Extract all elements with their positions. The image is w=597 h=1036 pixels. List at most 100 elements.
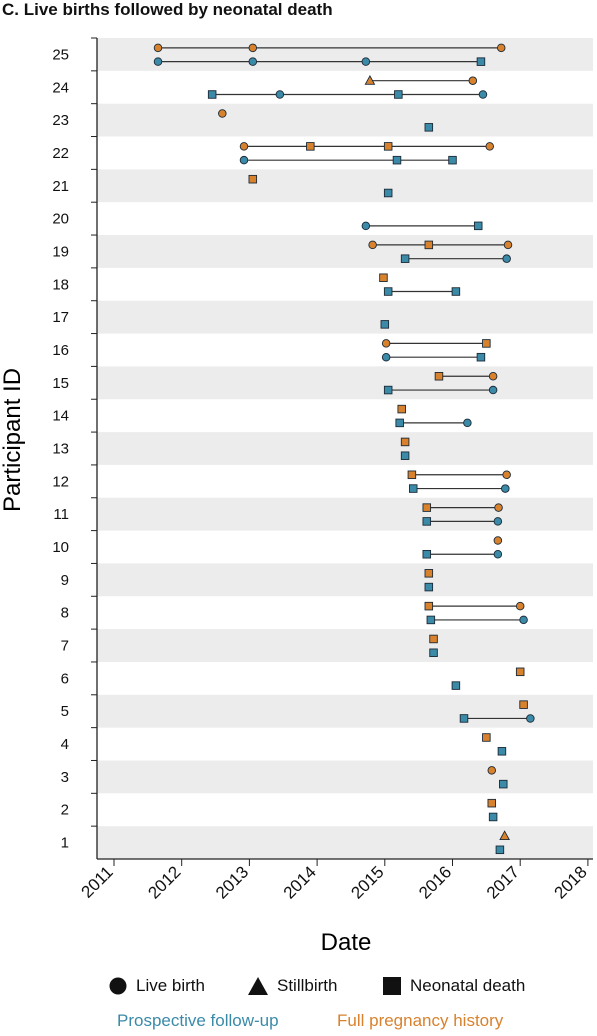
row-band bbox=[97, 826, 593, 859]
x-tick-label: 2018 bbox=[551, 862, 591, 902]
y-tick-label: 13 bbox=[52, 441, 69, 458]
live-birth-point bbox=[239, 155, 249, 165]
y-tick-label: 19 bbox=[52, 243, 69, 260]
live-birth-point bbox=[381, 352, 391, 362]
neonatal-death-point bbox=[519, 700, 528, 709]
neonatal-death-point bbox=[488, 812, 498, 822]
live-birth-point bbox=[487, 766, 497, 775]
x-tick-label: 2013 bbox=[212, 862, 252, 902]
neonatal-death-point bbox=[434, 372, 444, 381]
y-tick-label: 16 bbox=[52, 342, 69, 359]
legend-outcomes: Live birth Stillbirth Neonatal death bbox=[0, 976, 597, 1002]
neonatal-death-point bbox=[497, 747, 507, 756]
stillbirth-point bbox=[499, 830, 510, 841]
y-tick-label: 4 bbox=[61, 736, 69, 753]
y-axis-title: Participant ID bbox=[0, 368, 26, 512]
y-tick-label: 9 bbox=[61, 572, 69, 589]
live-birth-point bbox=[493, 549, 503, 559]
neonatal-death-point bbox=[306, 142, 315, 151]
live-birth-point bbox=[463, 418, 472, 428]
row-band bbox=[97, 366, 593, 400]
neonatal-death-point bbox=[424, 123, 434, 132]
row-band bbox=[97, 103, 593, 137]
live-birth-point bbox=[485, 142, 494, 151]
neonatal-death-point bbox=[383, 188, 393, 198]
live-birth-point bbox=[519, 615, 528, 625]
live-birth-point bbox=[361, 57, 371, 66]
y-tick-label: 17 bbox=[52, 309, 69, 326]
neonatal-death-point bbox=[383, 287, 393, 296]
row-band bbox=[97, 432, 593, 465]
neonatal-death-point bbox=[422, 503, 432, 512]
legend-neonatal-death: Neonatal death bbox=[382, 976, 525, 996]
connector-lines bbox=[158, 47, 531, 720]
y-tick-label: 7 bbox=[61, 638, 69, 655]
row-band bbox=[97, 629, 593, 662]
row-band bbox=[97, 497, 593, 531]
live-birth-point bbox=[248, 43, 258, 53]
live-birth-point bbox=[494, 503, 503, 512]
neonatal-death-point bbox=[482, 733, 491, 742]
y-tick-label: 5 bbox=[61, 703, 69, 720]
neonatal-death-point bbox=[407, 470, 417, 480]
neonatal-death-point bbox=[429, 648, 438, 658]
y-tick-label: 15 bbox=[52, 375, 69, 392]
neonatal-death-point bbox=[459, 714, 469, 723]
neonatal-death-point bbox=[476, 352, 486, 362]
live-birth-point bbox=[515, 601, 525, 611]
x-tick-label: 2011 bbox=[78, 862, 117, 901]
row-band bbox=[97, 235, 593, 268]
live-birth-point bbox=[368, 240, 377, 250]
y-tick-label: 3 bbox=[61, 769, 69, 786]
neonatal-death-point bbox=[482, 339, 491, 348]
y-tick-label: 20 bbox=[52, 211, 69, 228]
y-tick-label: 22 bbox=[52, 145, 69, 162]
live-birth-point bbox=[361, 221, 371, 231]
live-birth-point bbox=[488, 372, 498, 381]
y-tick-label: 25 bbox=[52, 46, 69, 63]
neonatal-death-point bbox=[424, 582, 434, 592]
neonatal-death-point bbox=[400, 254, 410, 263]
live-birth-point bbox=[526, 714, 535, 723]
y-tick-label: 21 bbox=[52, 178, 69, 195]
y-tick-label: 23 bbox=[52, 112, 69, 129]
neonatal-death-point bbox=[424, 601, 434, 611]
neonatal-death-point bbox=[422, 517, 432, 526]
neonatal-death-point bbox=[408, 484, 418, 493]
y-tick-label: 6 bbox=[61, 670, 69, 687]
row-band bbox=[97, 563, 593, 597]
neonatal-death-point bbox=[422, 549, 432, 559]
row-band bbox=[97, 300, 593, 334]
x-tick-label: 2016 bbox=[415, 862, 455, 902]
legend-neonatal-death-label: Neonatal death bbox=[410, 976, 526, 995]
y-tick-label: 11 bbox=[53, 506, 69, 523]
live-birth-point bbox=[381, 339, 391, 348]
neonatal-death-point bbox=[383, 142, 393, 151]
neonatal-death-point bbox=[476, 57, 486, 66]
row-band bbox=[97, 694, 593, 728]
live-birth-point bbox=[275, 90, 285, 99]
live-birth-point bbox=[488, 385, 498, 395]
live-birth-point bbox=[493, 517, 503, 526]
live-birth-point bbox=[502, 470, 511, 480]
live-birth-point bbox=[496, 43, 506, 53]
neonatal-death-point bbox=[515, 667, 525, 677]
square-icon bbox=[383, 977, 401, 995]
neonatal-death-point bbox=[499, 779, 508, 789]
data-points bbox=[153, 43, 535, 855]
neonatal-death-point bbox=[426, 615, 436, 625]
y-tick-label: 10 bbox=[52, 539, 69, 556]
neonatal-death-point bbox=[429, 634, 438, 644]
live-birth-point bbox=[248, 57, 258, 66]
circle-icon bbox=[109, 977, 127, 995]
live-birth-point bbox=[478, 90, 488, 99]
x-tick-label: 2014 bbox=[280, 862, 320, 902]
neonatal-death-point bbox=[424, 569, 434, 578]
legend-live-birth: Live birth bbox=[108, 976, 205, 996]
x-tick-label: 2017 bbox=[483, 862, 523, 902]
live-birth-point bbox=[218, 109, 227, 118]
neonatal-death-point bbox=[248, 174, 258, 184]
neonatal-death-point bbox=[392, 155, 402, 165]
row-band bbox=[97, 760, 593, 794]
